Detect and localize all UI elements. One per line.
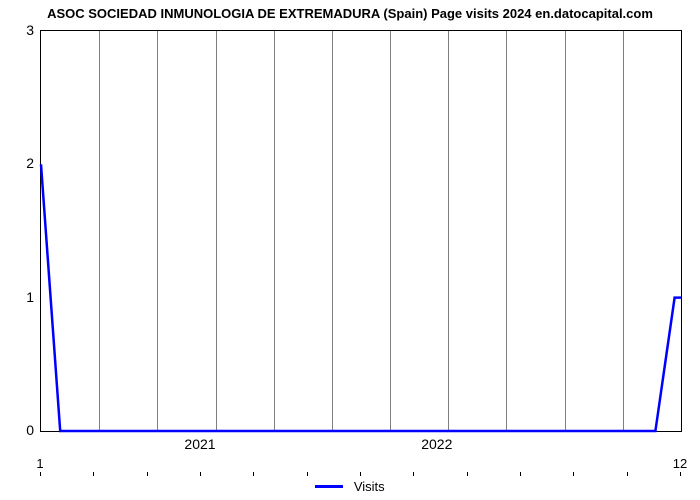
x-minor-tick <box>360 472 361 476</box>
legend: Visits <box>0 478 700 496</box>
x-minor-tick <box>627 472 628 476</box>
x-minor-tick <box>307 472 308 476</box>
x-year-label: 2021 <box>184 436 215 452</box>
plot-area <box>40 30 682 432</box>
legend-label: Visits <box>354 479 385 494</box>
x-minor-tick <box>200 472 201 476</box>
x-minor-tick <box>253 472 254 476</box>
x-minor-tick <box>680 472 681 476</box>
y-tick: 2 <box>16 155 34 171</box>
visits-line-series <box>41 31 681 431</box>
y-tick: 1 <box>16 289 34 305</box>
x-minor-tick <box>467 472 468 476</box>
x-axis-left-endpoint: 1 <box>36 456 43 471</box>
x-minor-tick <box>93 472 94 476</box>
y-tick: 0 <box>16 422 34 438</box>
x-minor-tick <box>573 472 574 476</box>
x-axis-right-endpoint: 12 <box>673 456 687 471</box>
x-minor-tick <box>413 472 414 476</box>
x-minor-tick <box>40 472 41 476</box>
chart-title: ASOC SOCIEDAD INMUNOLOGIA DE EXTREMADURA… <box>0 6 700 21</box>
y-tick: 3 <box>16 22 34 38</box>
x-minor-tick <box>520 472 521 476</box>
x-year-label: 2022 <box>421 436 452 452</box>
legend-swatch <box>315 485 343 488</box>
x-minor-tick <box>147 472 148 476</box>
